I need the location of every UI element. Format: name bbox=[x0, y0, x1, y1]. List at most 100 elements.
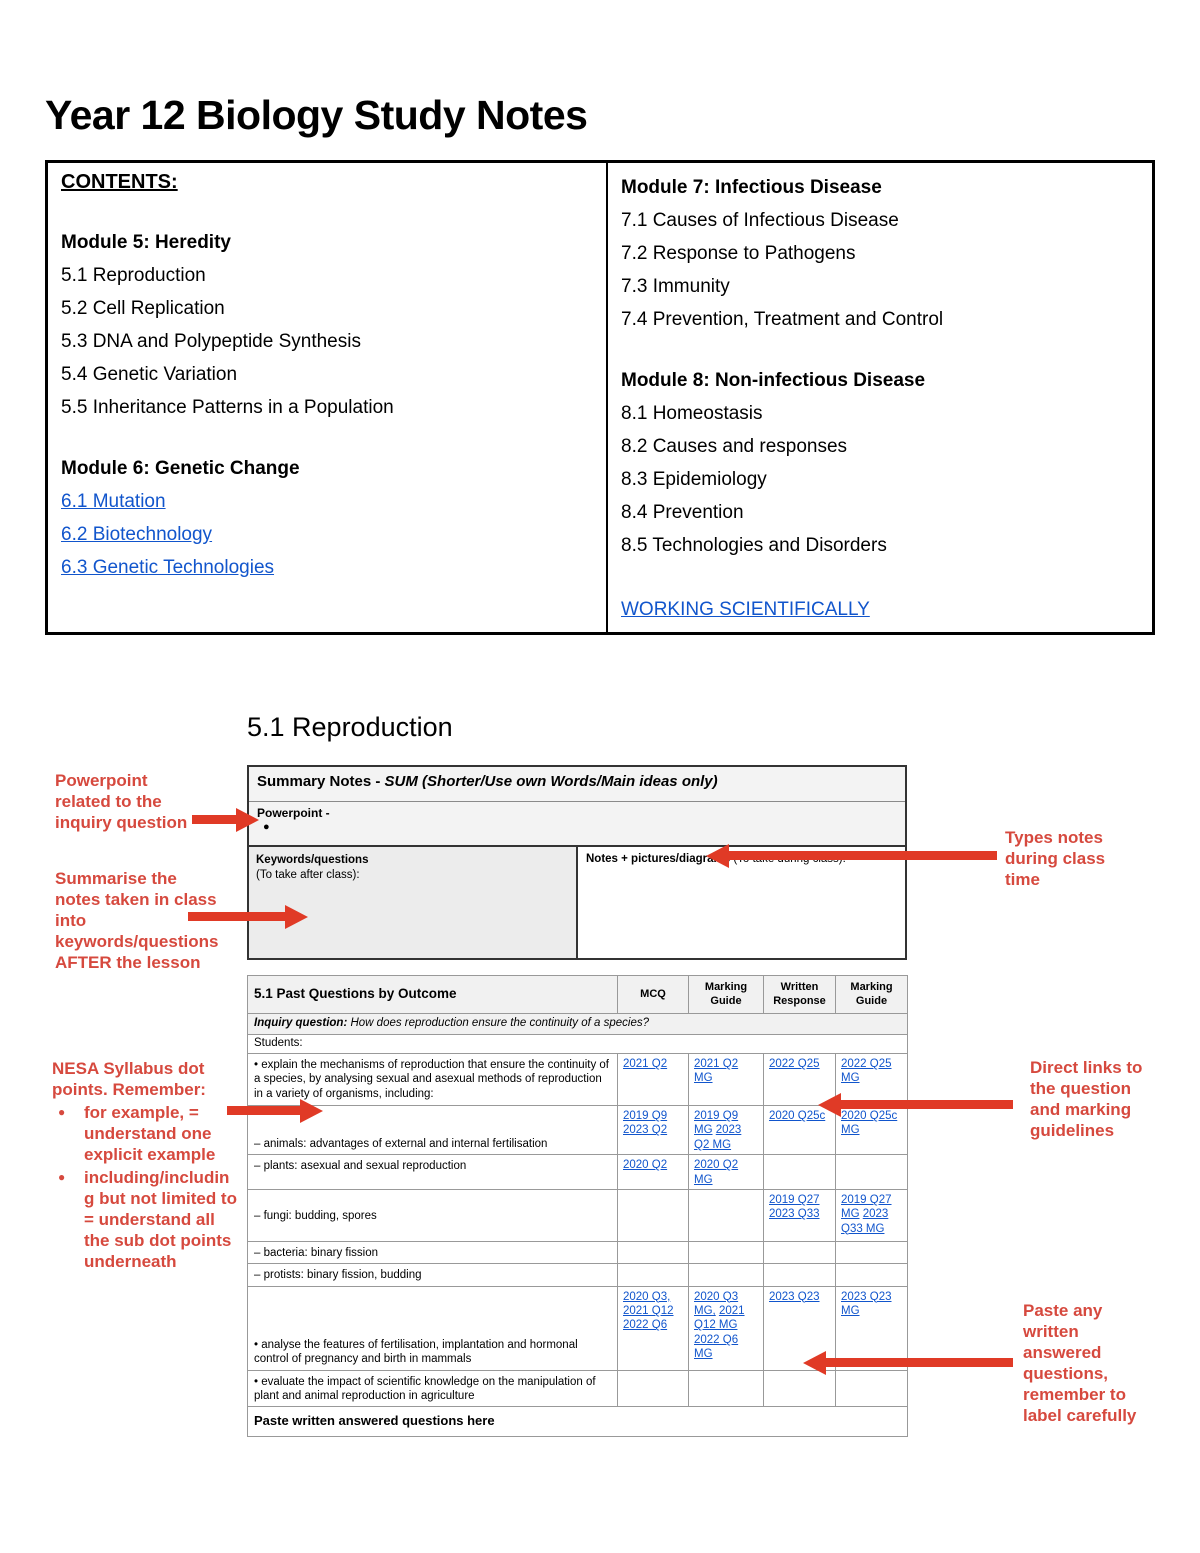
question-link[interactable]: 2022 Q6 bbox=[623, 1319, 668, 1332]
summary-notes-title: Summary Notes - bbox=[257, 773, 385, 790]
annotation-powerpoint: Powerpoint related to the inquiry questi… bbox=[55, 771, 188, 832]
question-link[interactable]: 2019 Q9 bbox=[623, 1110, 668, 1122]
marking-guide-link[interactable]: 2023 Q23 MG bbox=[841, 1290, 892, 1317]
question-link[interactable]: 2020 Q2 bbox=[623, 1159, 668, 1172]
contents-item-5-1: 5.1 Reproduction bbox=[61, 265, 206, 286]
annotation-nesa-bullet-2: ● including/including but not limited to… bbox=[52, 1167, 237, 1272]
question-link[interactable]: 2021 Q12 bbox=[623, 1305, 674, 1317]
contents-heading: CONTENTS: bbox=[61, 171, 178, 193]
contents-item-8-5: 8.5 Technologies and Disorders bbox=[621, 535, 887, 556]
past-questions-header-row: 5.1 Past Questions by Outcome MCQ Markin… bbox=[247, 975, 908, 1014]
contents-item-8-2: 8.2 Causes and responses bbox=[621, 436, 848, 457]
marking-guide-links-cell bbox=[688, 1263, 764, 1287]
spacer bbox=[621, 566, 1144, 597]
syllabus-point-plants: – plants: asexual and sexual reproductio… bbox=[247, 1154, 618, 1190]
syllabus-point-evaluate: • evaluate the impact of scientific know… bbox=[247, 1369, 618, 1408]
table-row: – animals: advantages of external and in… bbox=[247, 1104, 908, 1156]
mcq-links-cell bbox=[617, 1188, 689, 1242]
contents-item-8-1: 8.1 Homeostasis bbox=[621, 403, 763, 424]
marking-guide-link[interactable]: 2021 Q2 MG bbox=[694, 1058, 739, 1085]
question-link[interactable]: 2023 Q33 bbox=[769, 1208, 820, 1221]
contents-item-7-1: 7.1 Causes of Infectious Disease bbox=[621, 210, 899, 231]
question-link[interactable]: 2021 Q2 bbox=[623, 1058, 668, 1070]
past-questions-table: 5.1 Past Questions by Outcome MCQ Markin… bbox=[247, 975, 908, 1438]
marking-guide-links-cell bbox=[835, 1369, 908, 1408]
contents-module-7: Module 7: Infectious Disease bbox=[621, 177, 882, 198]
contents-item-5-3: 5.3 DNA and Polypeptide Synthesis bbox=[61, 331, 361, 352]
contents-item-7-3: 7.3 Immunity bbox=[621, 276, 730, 297]
contents-item-7-4: 7.4 Prevention, Treatment and Control bbox=[621, 309, 944, 330]
contents-item-8-3: 8.3 Epidemiology bbox=[621, 469, 767, 490]
marking-guide-link[interactable]: 2022 Q6 MG bbox=[694, 1333, 739, 1361]
written-response-links-cell bbox=[763, 1240, 836, 1265]
marking-guide-links-cell bbox=[835, 1263, 908, 1287]
question-link[interactable]: 2020 Q3, bbox=[623, 1290, 671, 1303]
contents-item-5-4: 5.4 Genetic Variation bbox=[61, 364, 238, 385]
keywords-cell: Keywords/questions (To take after class)… bbox=[247, 845, 578, 960]
contents-module-5: Module 5: Heredity bbox=[61, 232, 231, 253]
syllabus-point-analyse: • analyse the features of fertilisation,… bbox=[247, 1285, 618, 1371]
table-row: • evaluate the impact of scientific know… bbox=[247, 1369, 908, 1408]
contents-link-6-2[interactable]: 6.2 Biotechnology bbox=[61, 524, 213, 545]
table-row: – protists: binary fission, budding bbox=[247, 1263, 908, 1287]
column-header-written-response: Written Response bbox=[763, 975, 836, 1014]
marking-guide-links-cell: 2023 Q23 MG bbox=[835, 1285, 908, 1371]
contents-link-working-scientifically[interactable]: WORKING SCIENTIFICALLY bbox=[621, 599, 870, 620]
red-bullet-icon: ● bbox=[58, 1105, 66, 1119]
marking-guide-link[interactable]: 2019 Q27 MG bbox=[841, 1193, 892, 1221]
marking-guide-link[interactable]: 2020 Q3 MG, bbox=[694, 1290, 739, 1317]
summary-notes-title-italic: SUM (Shorter/Use own Words/Main ideas on… bbox=[384, 773, 718, 790]
annotation-direct-links: Direct links to the question and marking… bbox=[1030, 1058, 1143, 1140]
question-link[interactable]: 2023 Q23 bbox=[769, 1290, 820, 1303]
contents-left-column: CONTENTS: Module 5: Heredity 5.1 Reprodu… bbox=[48, 163, 608, 632]
question-link[interactable]: 2020 Q25c bbox=[769, 1110, 826, 1122]
marking-guide-link[interactable]: 2020 Q2 MG bbox=[694, 1159, 739, 1186]
past-questions-title: 5.1 Past Questions by Outcome bbox=[247, 975, 618, 1014]
mcq-links-cell: 2020 Q2 bbox=[617, 1154, 689, 1190]
written-response-links-cell bbox=[763, 1369, 836, 1408]
contents-module-6: Module 6: Genetic Change bbox=[61, 458, 300, 479]
marking-guide-link[interactable]: 2020 Q25c MG bbox=[841, 1110, 898, 1137]
contents-box: CONTENTS: Module 5: Heredity 5.1 Reprodu… bbox=[45, 160, 1155, 635]
marking-guide-link[interactable]: 2022 Q25 MG bbox=[841, 1058, 892, 1085]
spacer bbox=[621, 340, 1144, 368]
keywords-label: Keywords/questions bbox=[256, 854, 369, 866]
notes-cell: Notes + pictures/diagrams (To take durin… bbox=[576, 845, 907, 960]
marking-guide-links-cell: 2020 Q25c MG bbox=[835, 1104, 908, 1156]
marking-guide-link[interactable]: 2021 Q12 MG bbox=[694, 1305, 745, 1332]
mcq-links-cell: 2020 Q3, 2021 Q12 2022 Q6 bbox=[617, 1285, 689, 1371]
contents-link-6-3[interactable]: 6.3 Genetic Technologies bbox=[61, 557, 275, 578]
summary-notes-title-cell: Summary Notes - SUM (Shorter/Use own Wor… bbox=[247, 765, 907, 802]
annotation-summarise: Summarise the notes taken in class into … bbox=[55, 869, 219, 972]
column-header-marking-guide-2: Marking Guide bbox=[835, 975, 908, 1014]
table-row: • explain the mechanisms of reproduction… bbox=[247, 1053, 908, 1106]
inquiry-question-row: Inquiry question: How does reproduction … bbox=[247, 1013, 908, 1035]
question-link[interactable]: 2019 Q27 bbox=[769, 1193, 820, 1206]
notes-label: Notes + pictures/diagrams bbox=[586, 853, 731, 865]
marking-guide-links-cell: 2019 Q9 MG 2023 Q2 MG bbox=[688, 1104, 764, 1156]
table-row: – plants: asexual and sexual reproductio… bbox=[247, 1154, 908, 1190]
mcq-links-cell: 2021 Q2 bbox=[617, 1053, 689, 1106]
marking-guide-links-cell bbox=[688, 1369, 764, 1408]
marking-guide-links-cell bbox=[688, 1188, 764, 1242]
annotation-paste: Paste any written answered questions, re… bbox=[1023, 1301, 1137, 1425]
question-link[interactable]: 2023 Q2 bbox=[623, 1124, 668, 1137]
marking-guide-links-cell: 2020 Q2 MG bbox=[688, 1154, 764, 1190]
contents-link-6-1[interactable]: 6.1 Mutation bbox=[61, 491, 166, 512]
powerpoint-label: Powerpoint - bbox=[257, 805, 330, 820]
mcq-links-cell bbox=[617, 1263, 689, 1287]
question-link[interactable]: 2022 Q25 bbox=[769, 1058, 820, 1070]
written-response-links-cell: 2019 Q27 2023 Q33 bbox=[763, 1188, 836, 1242]
marking-guide-link[interactable]: 2023 Q33 MG bbox=[841, 1208, 889, 1235]
column-header-marking-guide-1: Marking Guide bbox=[688, 975, 764, 1014]
column-header-mcq: MCQ bbox=[617, 975, 689, 1014]
written-response-links-cell bbox=[763, 1154, 836, 1190]
marking-guide-link[interactable]: 2023 Q2 MG bbox=[694, 1124, 742, 1151]
marking-guide-link[interactable]: 2019 Q9 MG bbox=[694, 1110, 739, 1137]
inquiry-question-label: Inquiry question: bbox=[254, 1017, 348, 1029]
page-title: Year 12 Biology Study Notes bbox=[45, 92, 588, 138]
syllabus-point-fungi: – fungi: budding, spores bbox=[247, 1188, 618, 1242]
mcq-links-cell bbox=[617, 1369, 689, 1408]
table-row: – bacteria: binary fission bbox=[247, 1240, 908, 1265]
